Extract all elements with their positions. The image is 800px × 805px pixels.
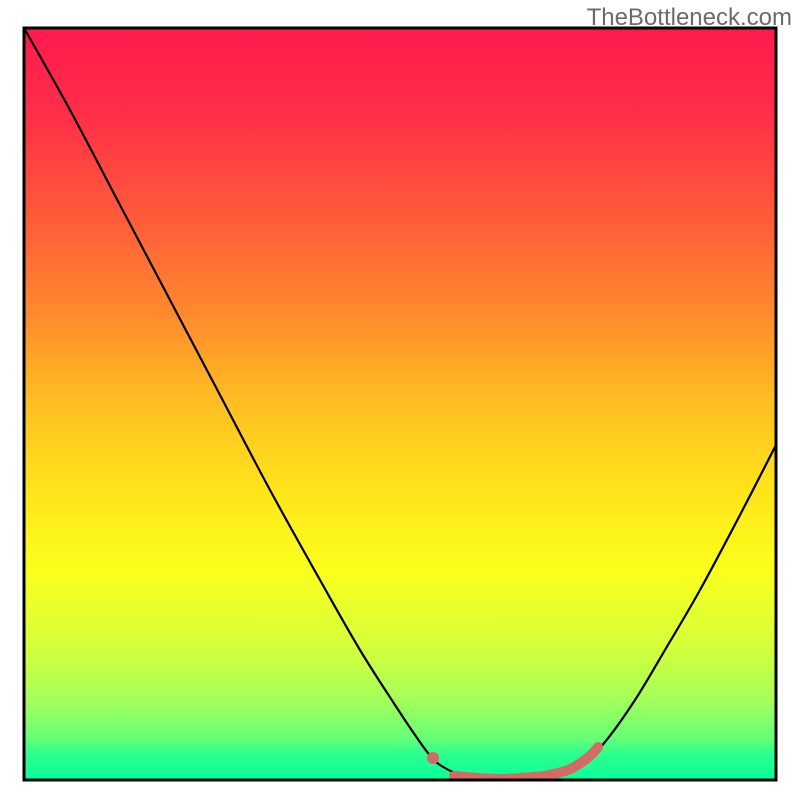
chart-frame: TheBottleneck.com: [0, 0, 800, 800]
highlight-dot: [427, 752, 439, 764]
bottleneck-curve-chart: [0, 0, 800, 800]
gradient-background: [24, 28, 776, 780]
watermark-label: TheBottleneck.com: [587, 4, 792, 32]
